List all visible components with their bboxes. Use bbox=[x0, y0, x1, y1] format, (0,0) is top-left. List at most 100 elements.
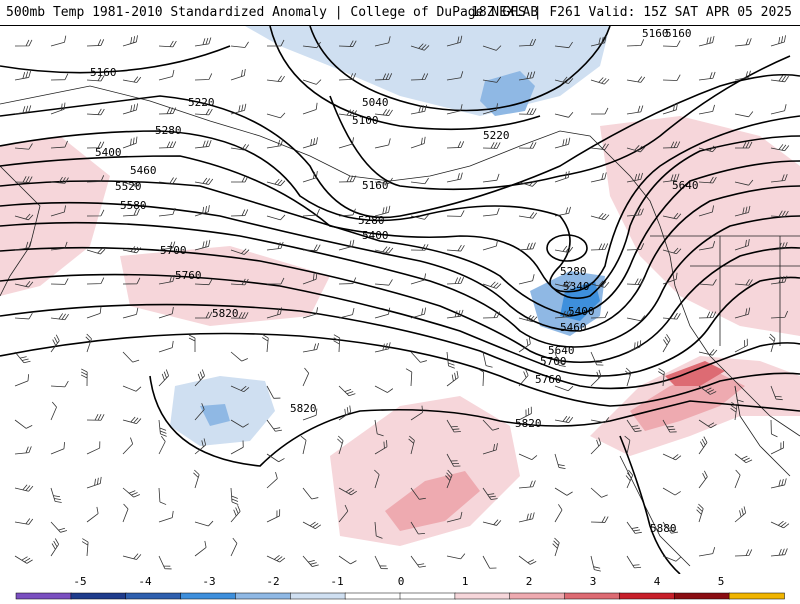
wind-barb bbox=[554, 280, 574, 288]
wind-barb bbox=[770, 419, 778, 438]
wind-barb bbox=[590, 369, 602, 387]
wind-barb bbox=[266, 39, 285, 47]
wind-barb bbox=[482, 311, 501, 319]
wind-barb bbox=[81, 538, 89, 557]
contour-label: 5280 bbox=[560, 265, 587, 278]
wind-barb bbox=[302, 208, 320, 217]
wind-barb bbox=[730, 402, 738, 421]
wind-barb bbox=[338, 307, 355, 319]
cold-core-alaska bbox=[480, 71, 535, 116]
wind-barb bbox=[338, 555, 357, 565]
contour-5580 bbox=[0, 246, 800, 364]
wind-barb bbox=[554, 504, 563, 523]
wind-barb bbox=[86, 141, 105, 149]
colorbar-swatches bbox=[15, 592, 785, 600]
wind-barb bbox=[302, 367, 310, 387]
wind-barb bbox=[734, 141, 753, 149]
wind-barb bbox=[518, 406, 532, 421]
baja-coast bbox=[734, 385, 791, 477]
wind-barb bbox=[230, 68, 246, 81]
wind-barb bbox=[14, 39, 33, 47]
wind-barb bbox=[518, 242, 536, 251]
contour-label: 5700 bbox=[160, 244, 187, 257]
wind-barb bbox=[446, 172, 463, 183]
wind-barb bbox=[554, 245, 574, 253]
wind-barb bbox=[14, 241, 32, 251]
wind-barb bbox=[230, 248, 250, 255]
wind-barb bbox=[158, 69, 175, 81]
wind-barb bbox=[266, 385, 281, 399]
colorbar-swatch bbox=[15, 592, 72, 600]
wind-barb bbox=[446, 419, 461, 433]
wind-barb bbox=[230, 41, 249, 48]
wind-barb bbox=[445, 469, 453, 489]
wind-barb bbox=[482, 208, 500, 217]
wind-barb bbox=[410, 405, 424, 421]
wind-barb bbox=[374, 440, 388, 455]
colorbar-swatch bbox=[180, 592, 237, 600]
weather-map: 5160 5220 5280 5400 5460 5520 5580 5700 … bbox=[0, 26, 800, 574]
wind-barb bbox=[86, 209, 105, 217]
contour-5880 bbox=[619, 435, 681, 574]
wind-barb bbox=[770, 144, 790, 152]
wind-barb bbox=[158, 419, 167, 437]
contour-label: 5820 bbox=[515, 417, 542, 430]
wind-barb bbox=[158, 241, 176, 251]
wind-barb bbox=[410, 43, 430, 51]
wind-barb bbox=[662, 334, 671, 353]
wind-barb bbox=[158, 487, 167, 505]
wind-barb bbox=[193, 469, 200, 489]
wind-barb bbox=[590, 243, 609, 251]
warm-anomaly-west-coast bbox=[600, 116, 800, 336]
wind-barb bbox=[446, 511, 463, 523]
contour-label: 5100 bbox=[352, 114, 379, 127]
wind-barb bbox=[80, 368, 88, 387]
wind-barb bbox=[338, 504, 349, 523]
wind-barb bbox=[158, 435, 166, 455]
wind-barb bbox=[662, 247, 682, 255]
wind-barb bbox=[122, 503, 129, 523]
wind-barb bbox=[194, 73, 213, 81]
wind-barb bbox=[158, 40, 177, 48]
contour-5100 bbox=[269, 26, 541, 131]
wind-barb bbox=[338, 137, 354, 149]
wind-barb bbox=[734, 179, 754, 186]
wind-barb bbox=[374, 177, 393, 184]
wind-barb bbox=[188, 334, 196, 352]
colorbar-swatch bbox=[674, 592, 730, 600]
contour-label: 5160 bbox=[362, 179, 389, 192]
wind-barb bbox=[662, 521, 679, 534]
wind-barb bbox=[446, 351, 455, 369]
wind-barb bbox=[338, 277, 357, 285]
contour-label: 5160 bbox=[642, 27, 669, 40]
wind-barb bbox=[122, 180, 142, 187]
wind-barb bbox=[158, 177, 177, 184]
wind-barb bbox=[626, 145, 646, 153]
wind-barb bbox=[14, 105, 32, 115]
wind-barb bbox=[696, 503, 704, 523]
contour-label: 5220 bbox=[188, 96, 215, 109]
contour-labels: 5160 5220 5280 5400 5460 5520 5580 5700 … bbox=[90, 27, 699, 535]
contour-5700 bbox=[0, 303, 800, 390]
wind-barb bbox=[50, 35, 67, 47]
wind-barb bbox=[554, 111, 574, 118]
wind-barb bbox=[590, 516, 609, 523]
wind-barb bbox=[122, 103, 139, 115]
wind-barb bbox=[122, 35, 138, 47]
wind-barb bbox=[446, 370, 459, 387]
wind-barb bbox=[158, 510, 174, 523]
wind-barb bbox=[518, 38, 537, 47]
wind-barb bbox=[477, 368, 485, 387]
colorbar-tick: 3 bbox=[589, 575, 597, 588]
contour-label: 5820 bbox=[290, 402, 317, 415]
wind-barb bbox=[770, 174, 788, 183]
wind-barb bbox=[14, 484, 34, 492]
wind-barb bbox=[338, 385, 356, 397]
wind-barb bbox=[698, 71, 716, 81]
wind-barb bbox=[554, 206, 571, 217]
wind-barb bbox=[158, 207, 176, 217]
wind-barb bbox=[518, 337, 531, 353]
wind-barb bbox=[698, 145, 718, 153]
contour-label: 5760 bbox=[175, 269, 202, 282]
colorbar-swatch bbox=[399, 592, 456, 600]
